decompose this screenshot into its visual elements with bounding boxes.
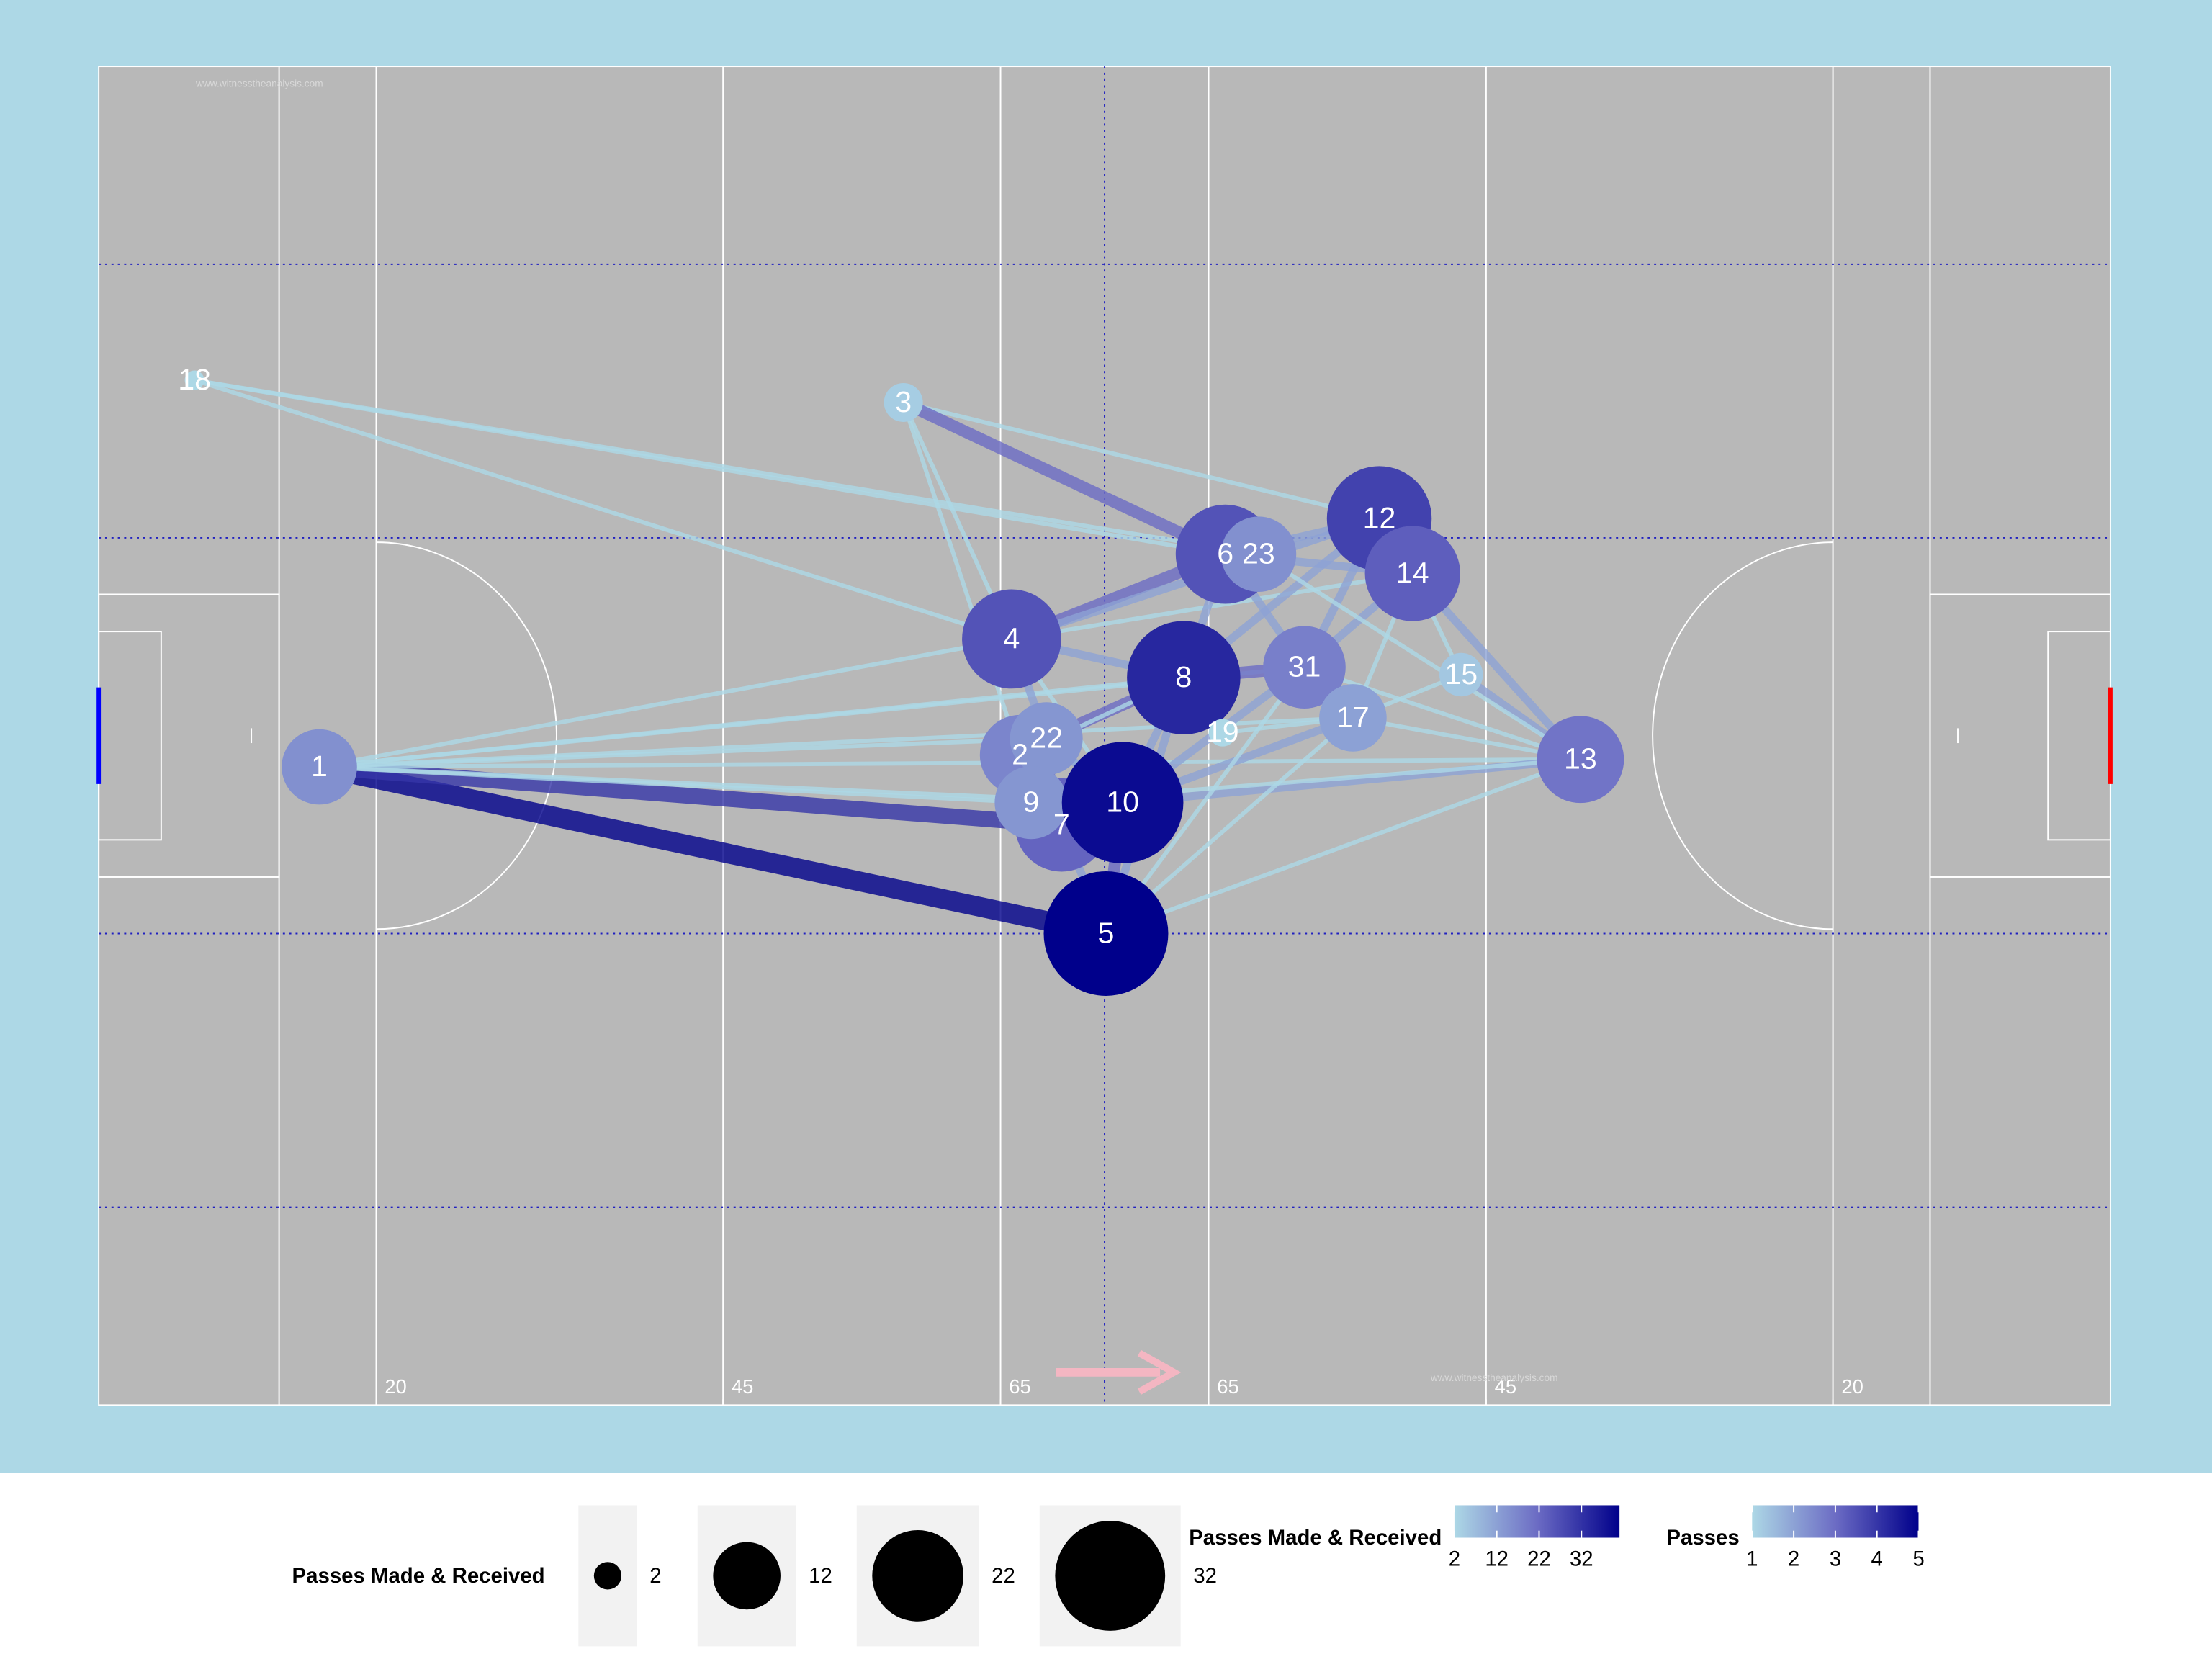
- penalty-arc: [1652, 541, 1833, 930]
- player-node: [1220, 516, 1297, 592]
- player-node: [1208, 719, 1236, 747]
- color-legend-tick-label: 2: [1449, 1547, 1460, 1571]
- direction-arrow-head: [1137, 1349, 1182, 1395]
- size-key-label: 12: [809, 1564, 832, 1588]
- size-key: [872, 1530, 964, 1622]
- size-legend-title: Passes Made & Received: [292, 1564, 545, 1588]
- player-node: [1319, 684, 1387, 752]
- player-label: 5: [1098, 916, 1115, 949]
- size-key: [593, 1562, 622, 1590]
- player-label: 17: [1336, 701, 1370, 734]
- pass-edge: [1257, 552, 1582, 762]
- player-node: [1263, 626, 1346, 709]
- pass-edge: [1105, 757, 1581, 936]
- player-label: 22: [1030, 721, 1063, 755]
- player-label: 3: [895, 385, 912, 418]
- pass-edge: [319, 757, 1581, 770]
- color-legend-tick-label: 32: [1570, 1547, 1593, 1571]
- player-label: 9: [1022, 786, 1039, 819]
- edge-legend-tick-label: 1: [1746, 1547, 1758, 1571]
- player-label: 4: [1004, 621, 1020, 655]
- edge-legend-tick-label: 2: [1788, 1547, 1799, 1571]
- player-node: [1537, 716, 1624, 804]
- color-legend-tick-label: 22: [1527, 1547, 1551, 1571]
- edge-legend-tick-label: 3: [1830, 1547, 1841, 1571]
- player-node: [884, 382, 923, 422]
- player-label: 8: [1175, 660, 1192, 693]
- color-legend-bar: [1454, 1505, 1620, 1538]
- pass-edge: [194, 378, 1012, 642]
- player-node: [282, 729, 357, 805]
- pass-edge: [194, 378, 1259, 557]
- pitch-markings: 20 45 65 65 45 20www.witnesstheanalysis.comww…: [96, 66, 2113, 1406]
- player-node: [1364, 526, 1460, 621]
- player-node: [1043, 871, 1169, 996]
- color-legend-title: Passes Made & Received: [1189, 1526, 1442, 1550]
- size-key-label: 32: [1193, 1564, 1217, 1588]
- penalty-arc: [376, 541, 557, 930]
- player-label: 19: [1206, 715, 1239, 748]
- player-node: [1010, 702, 1083, 775]
- pass-edge: [318, 759, 1063, 833]
- player-node: [1127, 621, 1241, 734]
- player-label: 10: [1106, 786, 1139, 819]
- pass-edge: [1303, 665, 1581, 762]
- pass-edge: [317, 757, 1108, 943]
- player-label: 13: [1564, 742, 1597, 775]
- player-label: 23: [1242, 537, 1275, 570]
- size-key-label: 2: [649, 1564, 661, 1588]
- player-node: [962, 589, 1061, 689]
- player-label: 2: [1012, 737, 1028, 770]
- line-label: 45: [732, 1375, 753, 1398]
- pass-edge: [318, 637, 1012, 769]
- edge-legend-title: Passes: [1666, 1526, 1739, 1550]
- player-node: [1439, 652, 1483, 697]
- pass-edge: [902, 400, 1380, 521]
- player-node: [184, 370, 204, 390]
- player-label: 18: [178, 363, 211, 396]
- pass-edge: [319, 765, 1032, 805]
- player-node: [1061, 742, 1184, 864]
- watermark: www.witnesstheanalysis.com: [1430, 1372, 1558, 1383]
- pass-edge: [901, 402, 1022, 756]
- player-label: 31: [1288, 650, 1321, 683]
- size-key-label: 22: [992, 1564, 1015, 1588]
- size-key: [713, 1542, 781, 1610]
- player-label: 6: [1217, 537, 1233, 570]
- line-label: 45: [1495, 1375, 1516, 1398]
- player-label: 14: [1396, 556, 1429, 589]
- watermark: www.witnesstheanalysis.com: [195, 78, 323, 89]
- player-label: 12: [1363, 501, 1396, 534]
- size-key: [1055, 1521, 1166, 1631]
- line-label: 20: [385, 1375, 406, 1398]
- line-label: 65: [1009, 1375, 1030, 1398]
- player-node: [994, 766, 1068, 840]
- player-label: 15: [1444, 657, 1478, 691]
- player-label: 7: [1053, 807, 1070, 840]
- line-label: 65: [1217, 1375, 1238, 1398]
- edge-legend-tick-label: 4: [1871, 1547, 1883, 1571]
- pass-edge: [901, 397, 1228, 560]
- edge-legend-tick-label: 5: [1912, 1547, 1924, 1571]
- color-legend-tick-label: 12: [1485, 1547, 1509, 1571]
- player-label: 1: [311, 750, 328, 783]
- line-label: 20: [1841, 1375, 1863, 1398]
